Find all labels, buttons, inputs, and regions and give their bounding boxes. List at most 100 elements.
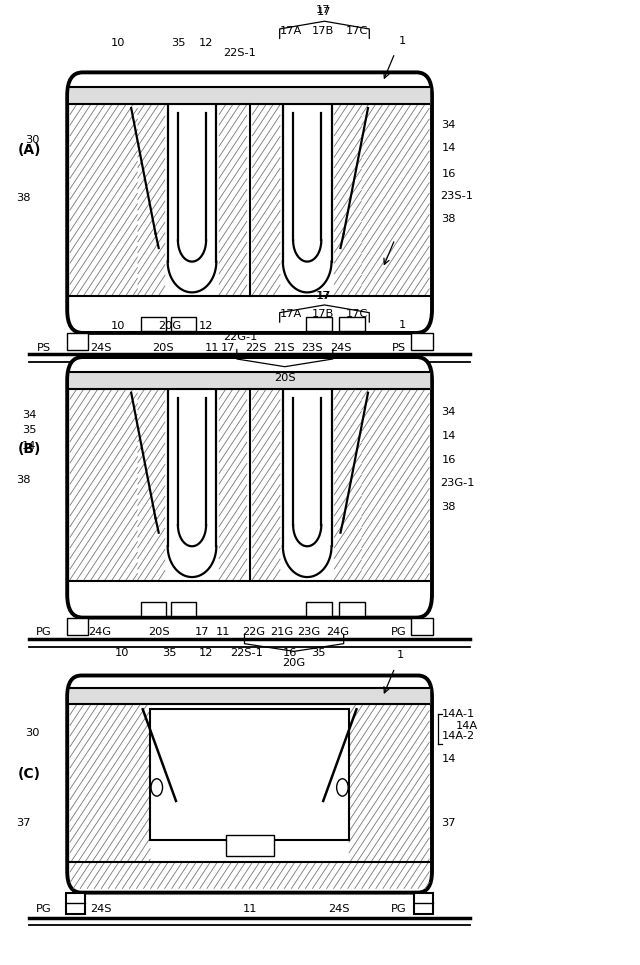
Text: PS: PS [36,343,51,352]
Text: 14A-2: 14A-2 [442,731,475,741]
Text: 22S: 22S [245,343,267,352]
Text: 17A: 17A [280,26,302,36]
Text: 22G-1: 22G-1 [223,332,257,342]
Bar [339,602,365,616]
Text: 14: 14 [442,431,456,441]
Bar [70,104,138,296]
Bar [411,333,433,350]
Text: 20S: 20S [152,343,174,352]
Text: 34: 34 [22,410,36,420]
Bar [67,618,88,635]
Text: 14A: 14A [456,721,478,731]
Bar [141,602,166,616]
Circle shape [151,779,163,796]
Bar [339,317,365,331]
Text: 22G: 22G [243,627,266,637]
Text: PG: PG [391,904,406,914]
Circle shape [337,779,348,796]
FancyBboxPatch shape [67,676,432,893]
Text: 35: 35 [163,648,177,658]
Text: 17: 17 [221,343,236,352]
Text: 34: 34 [442,407,456,417]
Text: 23G: 23G [298,627,321,637]
Text: 14A-1: 14A-1 [442,709,475,719]
Text: 11: 11 [205,343,220,352]
Bar [414,893,433,914]
Text: 23S: 23S [301,343,323,352]
Text: 10: 10 [111,321,125,331]
Bar [150,709,349,840]
Bar [171,317,196,331]
Text: 35: 35 [171,39,185,48]
Text: 22S-1: 22S-1 [230,648,263,658]
Text: 17C: 17C [346,26,368,36]
Text: 23G-1: 23G-1 [440,478,475,487]
Text: 17: 17 [316,6,330,15]
Bar [226,835,274,856]
Text: 38: 38 [16,193,31,203]
Text: 17B: 17B [312,310,334,319]
Text: 17: 17 [195,627,209,637]
Text: 17: 17 [317,8,332,17]
Text: 12: 12 [199,321,213,331]
Text: 17: 17 [316,291,330,301]
Text: 17B: 17B [312,26,334,36]
Text: 12: 12 [199,648,213,658]
Text: 1: 1 [398,320,406,330]
Text: 35: 35 [311,648,325,658]
Text: 24S: 24S [90,904,112,914]
Bar [70,389,138,581]
Text: PG: PG [391,627,406,637]
Text: 20S: 20S [148,627,170,637]
Text: 24G: 24G [88,627,111,637]
Text: 14: 14 [22,441,36,451]
Text: (B): (B) [17,442,41,455]
Text: 23S-1: 23S-1 [440,191,474,201]
Bar [411,618,433,635]
Bar [141,317,166,331]
Text: 14: 14 [442,755,456,764]
Text: 11: 11 [243,904,257,914]
Bar [66,893,85,914]
Bar [306,317,332,331]
Text: 10: 10 [111,39,125,48]
Text: PS: PS [392,343,406,352]
Text: 38: 38 [442,502,456,511]
Text: 20S: 20S [274,373,296,383]
Text: 24G: 24G [326,627,349,637]
Text: 17A: 17A [280,310,302,319]
Text: 12: 12 [199,39,213,48]
Text: (C): (C) [17,767,40,781]
Text: 38: 38 [16,475,31,484]
Text: (A): (A) [17,143,41,156]
Text: 30: 30 [25,729,40,738]
Text: 37: 37 [16,818,31,828]
Bar [171,602,196,616]
Text: 22S-1: 22S-1 [223,48,257,58]
Text: 30: 30 [25,135,40,145]
Text: 24S: 24S [328,904,350,914]
Text: 34: 34 [442,121,456,130]
Text: 24S: 24S [90,343,112,352]
Text: 14: 14 [442,143,456,152]
Text: 35: 35 [22,426,36,435]
Bar [67,333,88,350]
Text: 10: 10 [115,648,129,658]
Text: PG: PG [36,904,51,914]
Text: 1: 1 [396,650,404,660]
Text: 20G: 20G [282,658,306,668]
Text: 24S: 24S [330,343,351,352]
Text: 17: 17 [317,291,332,301]
Text: 16: 16 [442,455,456,465]
FancyBboxPatch shape [67,72,432,333]
Text: 16: 16 [442,169,456,179]
FancyBboxPatch shape [67,357,432,618]
Text: 21G: 21G [270,627,293,637]
Bar [306,602,332,616]
Text: 37: 37 [442,818,456,828]
Text: 20G: 20G [158,321,181,331]
Text: 11: 11 [216,627,230,637]
Text: PG: PG [36,627,51,637]
Text: 38: 38 [442,214,456,224]
Text: 16: 16 [283,648,297,658]
